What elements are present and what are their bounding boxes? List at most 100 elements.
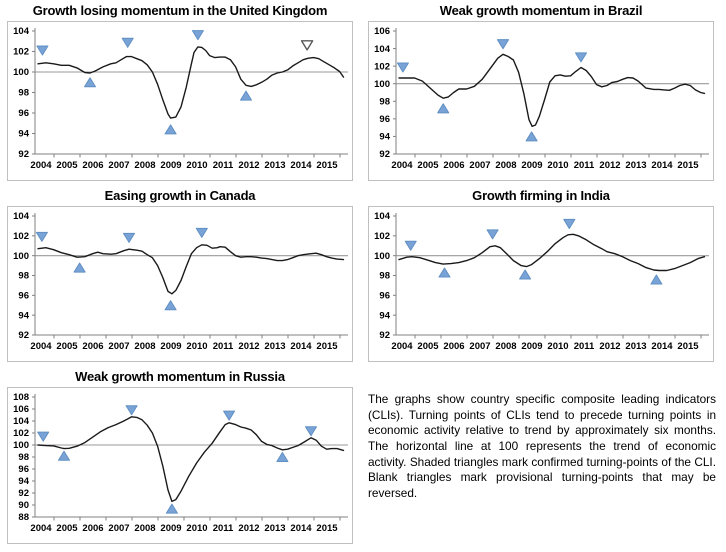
x-axis-tick-label: 2012 [238, 341, 259, 352]
x-axis-tick-label: 2013 [264, 523, 285, 534]
x-axis-tick-label: 2004 [30, 341, 52, 352]
x-axis-tick-label: 2013 [264, 160, 285, 171]
y-axis-tick-label: 94 [379, 132, 390, 143]
x-axis-tick-label: 2011 [574, 160, 595, 171]
confirmed-trough-triangle-marker [165, 503, 178, 514]
cli-chart-brazil: 92 94 96 98 100 102 104 106 2004 2005 2006 2007 2008… [374, 26, 709, 171]
x-axis-tick-label: 2008 [134, 160, 155, 171]
cli-chart-canada: 92 94 96 98 100 102 104 2004 2005 2006 2007 2008 200… [13, 211, 348, 352]
y-axis-tick-label: 102 [13, 231, 29, 242]
provisional-peak-triangle-marker [300, 40, 314, 51]
x-axis-tick-label: 2007 [108, 160, 129, 171]
figure-note: The graphs show country specific composi… [368, 392, 716, 501]
x-axis-tick-label: 2004 [30, 523, 52, 534]
x-axis-tick-label: 2007 [108, 523, 129, 534]
x-axis-tick-label: 2013 [625, 341, 646, 352]
x-axis-tick-label: 2011 [574, 341, 595, 352]
cli-chart-india: 92 94 96 98 100 102 104 2004 2005 2006 2007 2008 200… [374, 211, 709, 352]
x-axis-tick-label: 2005 [417, 160, 439, 171]
y-axis-tick-label: 100 [13, 67, 29, 78]
chart-panel-russia: 88 90 92 94 96 98 100 102 104 106 108 2004 2005 2006 2… [7, 387, 353, 544]
confirmed-peak-triangle-marker [123, 232, 135, 243]
y-axis-tick-label: 96 [379, 291, 390, 302]
confirmed-peak-triangle-marker [305, 426, 317, 437]
y-axis-tick-label: 98 [18, 271, 29, 282]
confirmed-peak-triangle-marker [223, 410, 236, 421]
x-axis-tick-label: 2009 [521, 160, 542, 171]
y-axis-tick-label: 92 [18, 149, 29, 160]
y-axis-tick-label: 104 [374, 211, 391, 222]
y-axis-tick-label: 98 [379, 96, 390, 107]
chart-cell-russia: Weak growth momentum in Russia 88 90 92 94 9… [0, 362, 363, 544]
cli-line [398, 53, 706, 128]
figure-row-1: Growth losing momentum in the United Kin… [0, 0, 726, 181]
x-axis-tick-label: 2012 [599, 341, 620, 352]
x-axis-tick-label: 2005 [56, 523, 78, 534]
x-axis-tick-label: 2010 [547, 341, 568, 352]
x-axis-tick-label: 2013 [264, 341, 285, 352]
chart-title-canada: Easing growth in Canada [104, 188, 256, 203]
x-axis-tick-label: 2011 [213, 523, 234, 534]
x-axis-tick-label: 2008 [495, 341, 516, 352]
x-axis-tick-label: 2006 [82, 523, 103, 534]
confirmed-peak-triangle-marker [486, 229, 499, 240]
x-axis-tick-label: 2012 [599, 160, 620, 171]
y-axis-tick-label: 90 [18, 500, 29, 511]
confirmed-peak-triangle-marker [191, 30, 204, 41]
x-axis-tick-label: 2015 [316, 523, 338, 534]
confirmed-trough-triangle-marker [525, 131, 538, 142]
chart-cell-brazil: Weak growth momentum in Brazil 92 94 96 98 1… [363, 0, 726, 181]
x-axis-tick-label: 2011 [213, 341, 234, 352]
confirmed-trough-triangle-marker [276, 452, 289, 462]
y-axis-tick-label: 88 [18, 512, 29, 523]
y-axis-tick-label: 94 [379, 310, 390, 321]
y-axis-tick-label: 102 [374, 61, 390, 72]
chart-title-india: Growth firming in India [472, 188, 610, 203]
x-axis-tick-label: 2009 [160, 160, 181, 171]
y-axis-tick-label: 108 [13, 392, 29, 403]
y-axis-tick-label: 102 [374, 231, 390, 242]
cli-line [37, 46, 345, 119]
x-axis-tick-label: 2010 [547, 160, 568, 171]
y-axis-tick-label: 100 [374, 79, 390, 90]
figure-row-2: Easing growth in Canada 92 94 96 98 100 102 10… [0, 181, 726, 362]
y-axis-tick-label: 94 [18, 129, 29, 140]
x-axis-tick-label: 2006 [443, 341, 464, 352]
y-axis-tick-label: 100 [13, 440, 29, 451]
confirmed-trough-triangle-marker [73, 262, 86, 273]
y-axis-tick-label: 98 [18, 88, 29, 99]
y-axis-tick-label: 106 [13, 404, 29, 415]
y-axis-tick-label: 104 [13, 211, 30, 222]
confirmed-trough-triangle-marker [164, 124, 177, 135]
confirmed-peak-triangle-marker [125, 405, 138, 416]
chart-title-brazil: Weak growth momentum in Brazil [439, 3, 643, 18]
chart-panel-brazil: 92 94 96 98 100 102 104 106 2004 2005 2006 2007 2008… [368, 21, 714, 181]
x-axis-tick-label: 2012 [238, 523, 259, 534]
confirmed-peak-triangle-marker [37, 431, 50, 442]
x-axis-tick-label: 2004 [391, 341, 413, 352]
chart-cell-canada: Easing growth in Canada 92 94 96 98 100 102 10… [0, 181, 363, 362]
x-axis-tick-label: 2009 [521, 341, 542, 352]
chart-panel-india: 92 94 96 98 100 102 104 2004 2005 2006 2007 2008 200… [368, 206, 714, 362]
x-axis-tick-label: 2011 [213, 160, 234, 171]
x-axis-tick-label: 2014 [290, 160, 312, 171]
confirmed-peak-triangle-marker [36, 45, 49, 56]
figure-row-3: Weak growth momentum in Russia 88 90 92 94 9… [0, 362, 726, 544]
y-axis-tick-label: 92 [18, 488, 29, 499]
x-axis-tick-label: 2010 [186, 523, 207, 534]
x-axis-tick-label: 2009 [160, 523, 181, 534]
confirmed-trough-triangle-marker [84, 77, 96, 88]
confirmed-trough-triangle-marker [519, 269, 532, 280]
x-axis-tick-label: 2006 [82, 160, 103, 171]
confirmed-peak-triangle-marker [497, 39, 509, 50]
chart-panel-united-kingdom: 92 94 96 98 100 102 104 2004 2005 2006 2007 2008 200… [7, 21, 353, 181]
x-axis-tick-label: 2012 [238, 160, 259, 171]
x-axis-tick-label: 2015 [316, 341, 338, 352]
y-axis-tick-label: 104 [13, 26, 30, 37]
y-axis-tick-label: 98 [18, 452, 29, 463]
x-axis-tick-label: 2008 [495, 160, 516, 171]
x-axis-tick-label: 2004 [30, 160, 52, 171]
confirmed-peak-triangle-marker [404, 240, 417, 251]
